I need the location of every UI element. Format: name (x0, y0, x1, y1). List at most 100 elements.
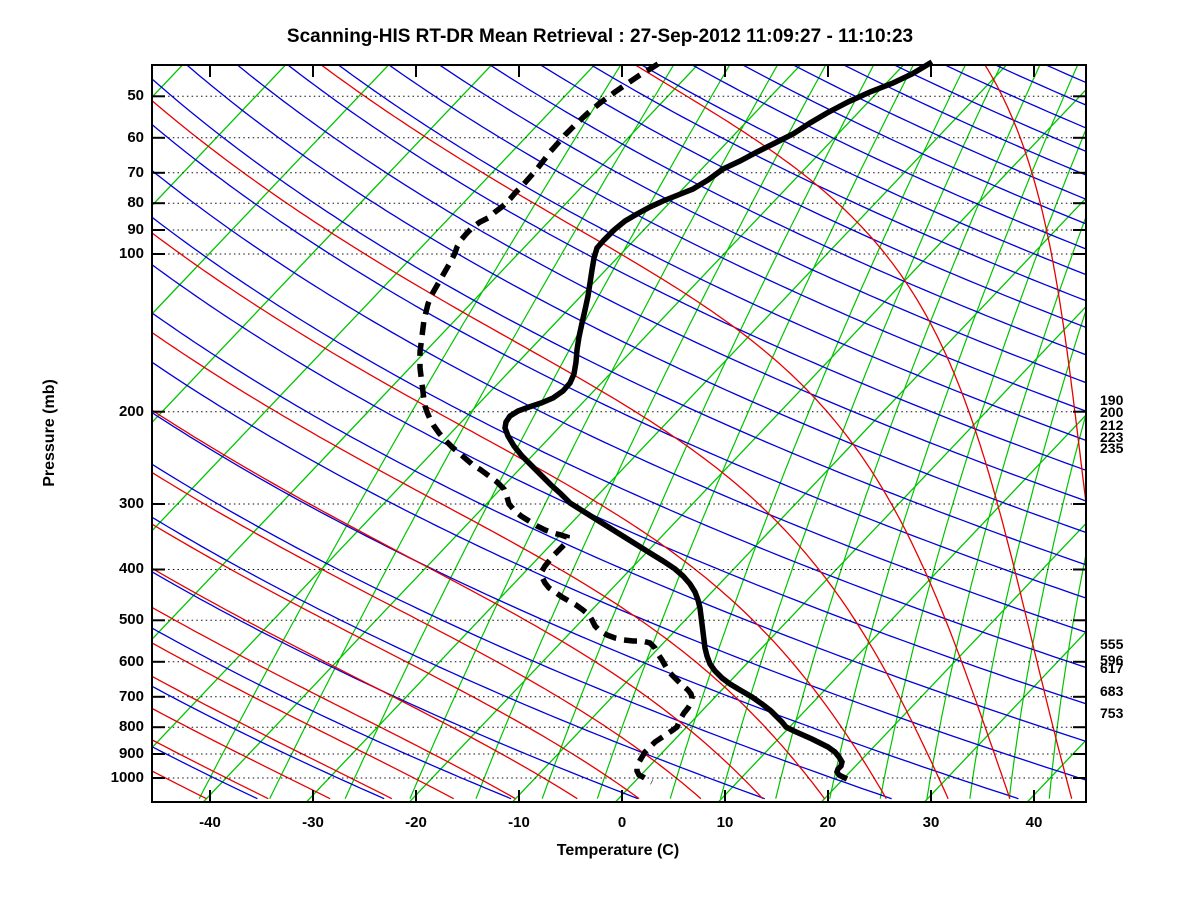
y-tick-label: 800 (118, 718, 144, 736)
dry-adiabat-line (996, 66, 1085, 106)
mixing-ratio-line (926, 217, 1085, 799)
right-pressure-annotation: 200 (1100, 403, 1124, 420)
moist-adiabat-line (984, 66, 1085, 501)
y-tick-label: 80 (127, 194, 144, 212)
y-tick-label: 100 (118, 245, 144, 262)
dry-adiabat-line (153, 170, 1085, 633)
dry-adiabat-lines (153, 65, 1200, 800)
right-pressure-annotation: 753 (1100, 705, 1124, 722)
y-tick-label: 400 (118, 560, 144, 578)
isotherm-line (512, 198, 1085, 801)
dry-adiabat-line (1096, 65, 1200, 175)
dry-adiabat-line (187, 66, 1085, 533)
moist-adiabat-line (153, 523, 640, 800)
moist-adiabat-line (153, 332, 826, 800)
right-pressure-annotation: 555 (1100, 636, 1124, 652)
y-tick-label: 70 (127, 163, 144, 181)
y-tick-label: 60 (127, 128, 144, 146)
dry-adiabat-line (288, 66, 1085, 471)
mixing-ratio-line (829, 66, 1078, 799)
mixing-ratio-line (969, 311, 1085, 799)
moist-adiabat-line (153, 676, 393, 800)
mixing-ratio-line (669, 66, 966, 799)
isotherm-line (306, 66, 1007, 801)
dry-adiabat-line (692, 66, 1085, 250)
mixing-ratio-line (269, 66, 674, 799)
y-tick-label: 600 (118, 652, 144, 670)
dry-adiabat-line (642, 66, 1085, 275)
x-tick-label: 30 (922, 814, 940, 831)
dry-adiabat-line (844, 66, 1085, 176)
x-tick-label: 40 (1025, 814, 1043, 831)
moist-adiabat-line (153, 568, 578, 800)
dry-adiabat-line (541, 66, 1085, 328)
chart-title: Scanning-HIS RT-DR Mean Retrieval : 27-S… (286, 26, 914, 47)
moist-adiabat-line (1161, 65, 1196, 799)
temperature-curve (502, 59, 934, 782)
dry-adiabat-line (389, 66, 1085, 412)
isotherm-line (153, 66, 801, 748)
dry-adiabat-line (153, 312, 1085, 742)
mixing-ratio-lines (198, 66, 1085, 799)
y-tick-label: 1000 (110, 769, 144, 786)
y-tick-label: 500 (118, 611, 144, 629)
x-tick-label: -40 (199, 814, 221, 831)
dry-adiabat-line (153, 412, 1019, 800)
y-axis-title: Pressure (mb) (41, 379, 58, 487)
dry-adiabat-line (153, 464, 892, 800)
y-tick-label: 700 (118, 687, 144, 705)
dry-adiabat-line (338, 66, 1085, 441)
x-tick-label: 20 (819, 814, 837, 831)
background-lines (0, 65, 1200, 802)
mixing-ratio-line (1048, 556, 1085, 799)
isotherm-line (203, 66, 904, 801)
dry-adiabat-line (153, 264, 1085, 705)
isotherm-line (153, 66, 389, 314)
y-tick-label: 50 (127, 87, 144, 105)
isotherm-line (153, 66, 286, 206)
isotherm-line (718, 415, 1085, 801)
dewpoint-curve (417, 61, 695, 785)
dry-adiabat-line (153, 746, 258, 800)
isotherm-line (0, 65, 80, 802)
moist-adiabat-line (153, 410, 764, 800)
x-tick-label: -30 (302, 814, 324, 831)
moist-adiabat-line (153, 708, 331, 800)
isotherm-line (153, 66, 595, 531)
dry-adiabat-line (153, 217, 1085, 668)
dry-adiabat-line (439, 66, 1085, 383)
isobar-gridlines (154, 95, 1084, 779)
dry-adiabat-line (237, 66, 1085, 502)
dry-adiabat-line (153, 571, 639, 800)
right-pressure-annotation: 212 (1100, 417, 1124, 433)
dry-adiabat-line (153, 627, 512, 800)
x-tick-label: 10 (716, 814, 734, 831)
right-pressure-annotation: 223 (1100, 428, 1124, 445)
moist-adiabat-line (153, 607, 516, 800)
dry-adiabat-line (945, 66, 1085, 129)
mixing-ratio-line (719, 66, 1002, 799)
right-pressure-annotation: 683 (1100, 683, 1124, 700)
dry-adiabat-line (743, 66, 1085, 225)
y-tick-label: 300 (118, 495, 144, 512)
moist-adiabat-lines (153, 65, 1196, 800)
x-tick-label: -20 (405, 814, 427, 831)
right-pressure-annotation: 596 (1100, 652, 1124, 669)
y-tick-label: 200 (118, 402, 144, 420)
x-tick-label: -10 (508, 814, 530, 831)
dry-adiabat-line (153, 79, 1085, 566)
moist-adiabat-line (635, 66, 1073, 799)
moist-adiabat-line (153, 472, 702, 800)
mixing-ratio-line (879, 130, 1085, 799)
right-pressure-annotation: 235 (1100, 440, 1124, 457)
mixing-ratio-line (1008, 415, 1085, 799)
axis-ticks (152, 65, 1086, 802)
dry-adiabat-line (153, 517, 766, 800)
isotherm-line (615, 306, 1085, 801)
y-tick-label: 900 (118, 745, 144, 763)
right-pressure-annotation: 190 (1100, 392, 1124, 409)
dry-adiabat-line (591, 66, 1085, 302)
dry-adiabat-line (153, 124, 1085, 599)
